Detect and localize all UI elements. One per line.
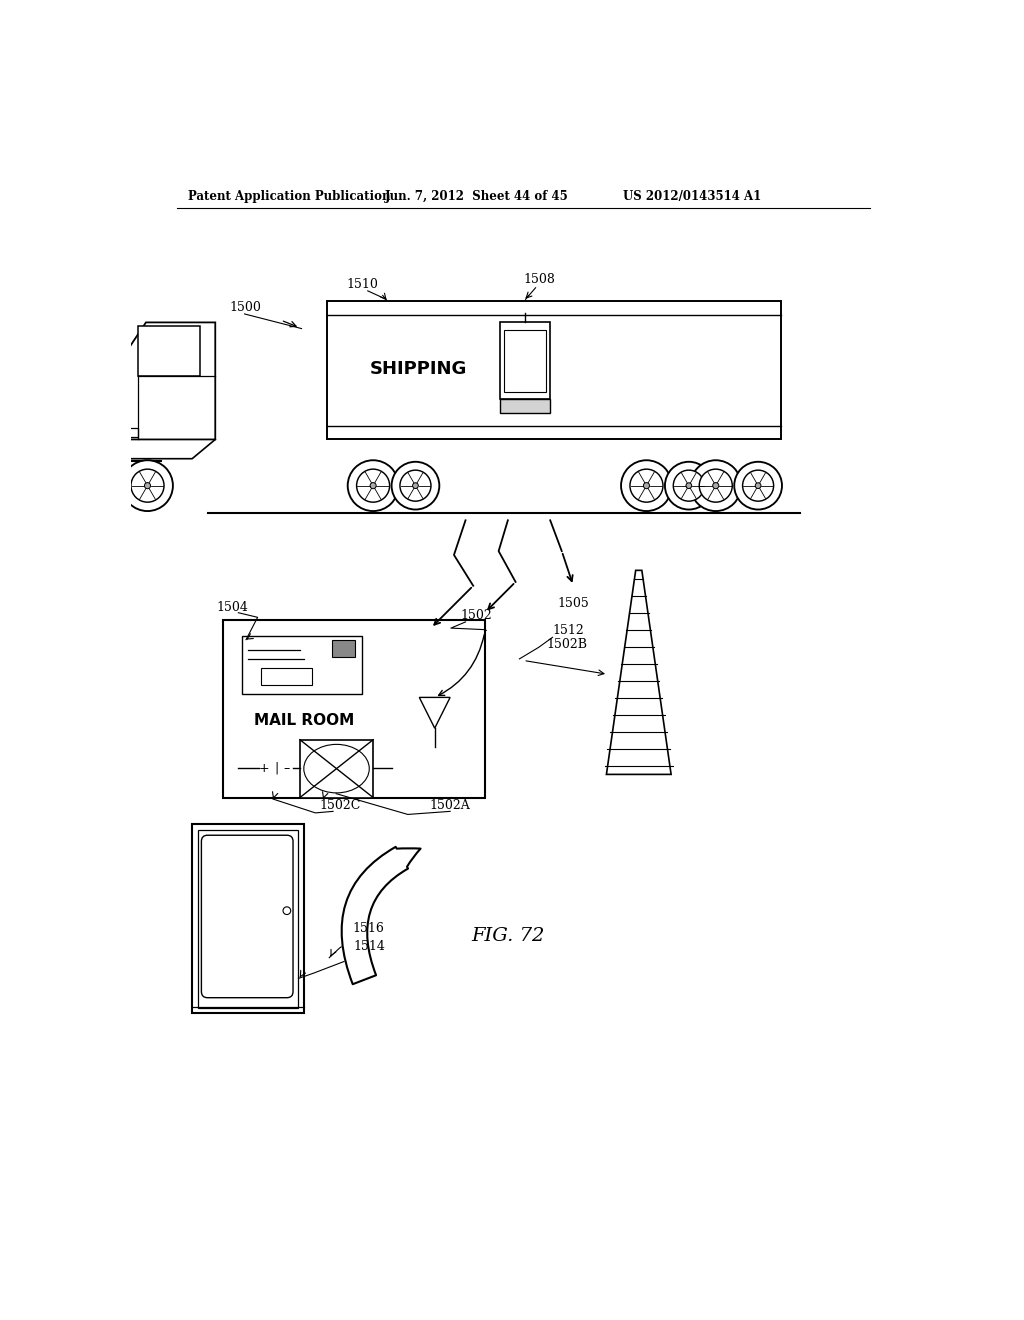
Circle shape — [348, 461, 398, 511]
Text: |: | — [274, 762, 279, 775]
Text: 1500: 1500 — [229, 301, 261, 314]
FancyArrowPatch shape — [342, 847, 421, 985]
Circle shape — [413, 483, 419, 488]
Bar — [223, 620, 484, 797]
Bar — [261, 668, 311, 685]
Circle shape — [686, 483, 691, 488]
Bar — [504, 330, 547, 392]
Circle shape — [131, 469, 164, 502]
Circle shape — [734, 462, 782, 510]
Text: FIG. 72: FIG. 72 — [471, 927, 545, 945]
Text: Patent Application Publication: Patent Application Publication — [188, 190, 391, 203]
Text: 1505: 1505 — [558, 597, 590, 610]
Text: 1504: 1504 — [217, 601, 249, 614]
Bar — [327, 301, 781, 440]
Bar — [193, 825, 304, 1014]
Text: 1502B: 1502B — [547, 638, 588, 651]
Circle shape — [283, 907, 291, 915]
Text: 1508: 1508 — [523, 273, 555, 286]
Circle shape — [674, 470, 705, 502]
Circle shape — [356, 469, 389, 502]
Bar — [198, 830, 298, 1007]
Circle shape — [122, 461, 173, 511]
Text: –: – — [284, 762, 290, 775]
Circle shape — [400, 470, 431, 502]
Text: 1502C: 1502C — [319, 799, 360, 812]
Circle shape — [699, 469, 732, 502]
Bar — [121, 428, 138, 437]
Circle shape — [391, 462, 439, 510]
FancyBboxPatch shape — [202, 836, 293, 998]
Circle shape — [144, 483, 151, 488]
FancyArrowPatch shape — [438, 635, 484, 696]
Bar — [333, 640, 355, 657]
Text: SHIPPING: SHIPPING — [370, 359, 467, 378]
Text: +: + — [258, 762, 269, 775]
Circle shape — [621, 461, 672, 511]
Circle shape — [643, 483, 649, 488]
Polygon shape — [115, 322, 215, 440]
Circle shape — [630, 469, 663, 502]
Polygon shape — [606, 570, 671, 775]
Bar — [500, 400, 550, 413]
Text: 1516: 1516 — [352, 923, 384, 936]
Text: 1502A: 1502A — [429, 799, 470, 812]
Text: 1514: 1514 — [354, 940, 386, 953]
Circle shape — [713, 483, 719, 488]
Circle shape — [370, 483, 376, 488]
Text: 1510: 1510 — [346, 277, 378, 290]
Circle shape — [742, 470, 773, 502]
Text: Jun. 7, 2012  Sheet 44 of 45: Jun. 7, 2012 Sheet 44 of 45 — [385, 190, 568, 203]
Text: 1502: 1502 — [460, 609, 492, 622]
Circle shape — [756, 483, 761, 488]
Bar — [300, 739, 373, 797]
Bar — [243, 636, 361, 693]
Text: US 2012/0143514 A1: US 2012/0143514 A1 — [624, 190, 762, 203]
Polygon shape — [419, 697, 451, 729]
Circle shape — [665, 462, 713, 510]
Bar — [138, 326, 200, 376]
Text: MAIL ROOM: MAIL ROOM — [254, 713, 354, 729]
Text: 1512: 1512 — [553, 624, 585, 638]
Bar — [500, 322, 550, 400]
Circle shape — [690, 461, 741, 511]
